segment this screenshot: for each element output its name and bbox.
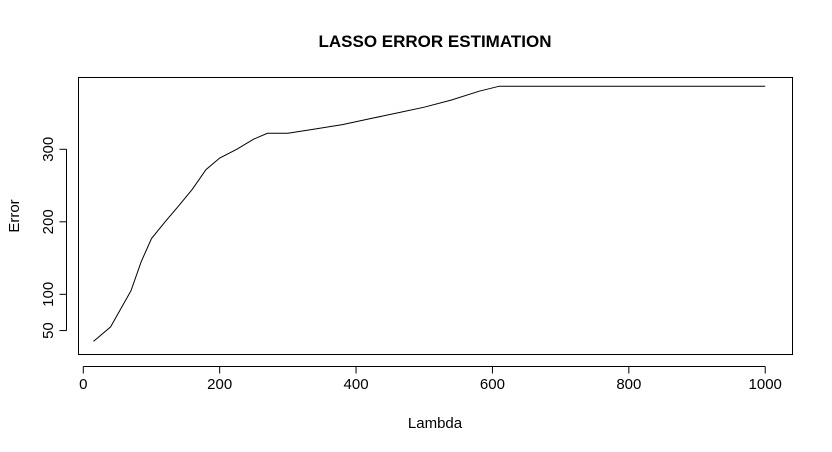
- y-tick-label: 50: [40, 322, 57, 339]
- y-tick-label: 100: [40, 282, 57, 307]
- y-tick-label: 300: [40, 137, 57, 162]
- x-axis-label: Lambda: [408, 415, 463, 432]
- x-axis: 0 200 400 600 800 1000: [79, 366, 782, 393]
- plot-area: [78, 77, 793, 355]
- x-tick-label: 800: [616, 376, 641, 393]
- chart-title: LASSO ERROR ESTIMATION: [319, 32, 552, 51]
- x-tick-label: 600: [480, 376, 505, 393]
- x-tick-label: 0: [79, 376, 87, 393]
- y-tick-label: 200: [40, 209, 57, 234]
- series-line-1: [93, 85, 766, 342]
- y-axis: 50 100 200 300: [40, 137, 67, 339]
- x-tick-label: 400: [344, 376, 369, 393]
- x-tick-label: 200: [207, 376, 232, 393]
- x-tick-label: 1000: [749, 376, 782, 393]
- series-group: [93, 85, 766, 342]
- y-axis-label: Error: [6, 199, 23, 232]
